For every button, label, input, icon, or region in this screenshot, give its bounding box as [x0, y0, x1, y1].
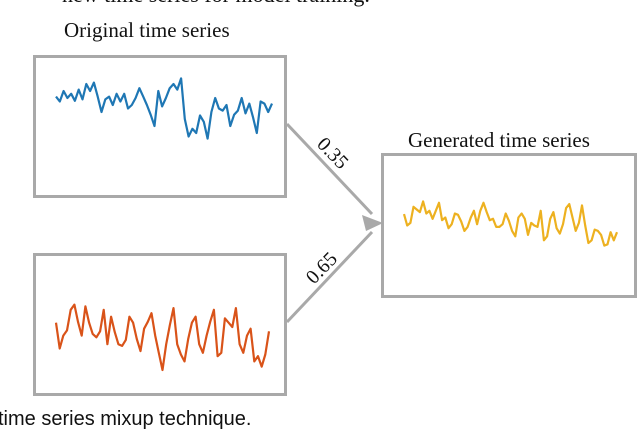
caption-fragment-bottom: time series mixup technique.: [0, 408, 252, 430]
original-series-panel: [33, 55, 287, 198]
upper-mix-arrow: [285, 122, 374, 216]
caption-fragment-top: new time series for model training.: [62, 0, 370, 8]
original-series-title: Original time series: [64, 18, 230, 42]
generated-series-panel: [381, 153, 637, 298]
generated-series-plot: [402, 200, 619, 247]
lower-mix-arrow: [285, 230, 374, 324]
generated-series-title: Generated time series: [408, 128, 590, 152]
second-series-plot: [54, 303, 271, 372]
original-series-plot: [55, 77, 274, 140]
second-series-panel: [33, 253, 287, 396]
lower-weight-label: 0.65: [302, 248, 342, 288]
upper-weight-label: 0.35: [312, 133, 352, 173]
second-series-line: [54, 303, 271, 372]
generated-series-line: [402, 200, 619, 247]
original-series-line: [55, 77, 274, 140]
arrow-head: [362, 215, 383, 231]
